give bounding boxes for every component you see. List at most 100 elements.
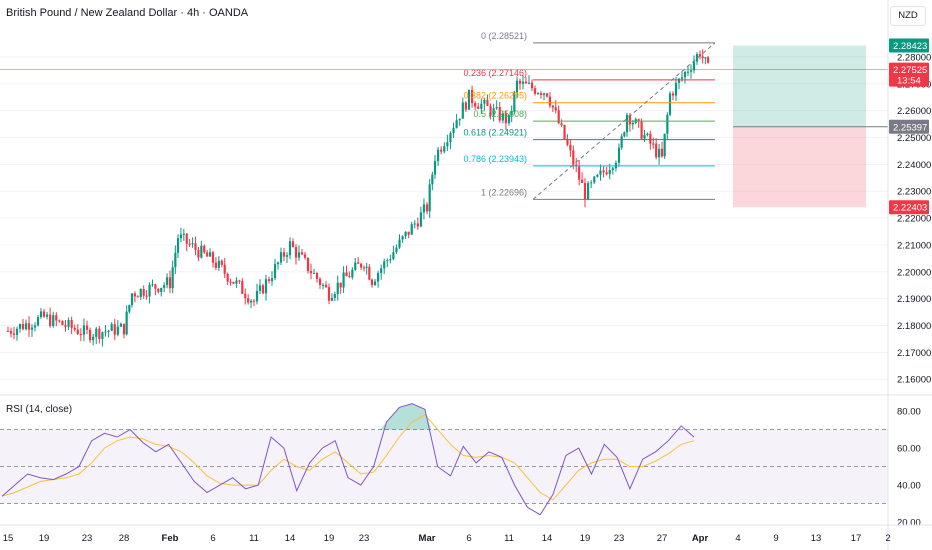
candle: [357, 257, 360, 264]
candle: [383, 258, 386, 274]
candle-body: [98, 328, 101, 340]
candle: [85, 320, 89, 335]
time-tick-label: 23: [614, 533, 625, 544]
candle: [24, 319, 28, 331]
candle: [596, 173, 599, 178]
candle: [92, 333, 95, 346]
time-tick-label: 27: [657, 533, 668, 544]
candle-body: [125, 311, 128, 335]
candle-body: [551, 105, 554, 108]
candle: [145, 290, 148, 300]
candle: [214, 257, 218, 271]
rsi-indicator-label[interactable]: RSI (14, close): [6, 404, 73, 415]
candle-body: [354, 262, 357, 270]
chart-title: British Pound / New Zealand Dollar · 4h …: [6, 7, 249, 19]
candle-body: [580, 179, 584, 183]
candle: [203, 244, 206, 254]
rsi-overbought-fill: [380, 403, 432, 430]
candle-body: [61, 320, 64, 326]
candle-body: [223, 264, 226, 274]
candle-body: [136, 296, 139, 298]
price-tick-label: 2.24000: [897, 160, 931, 171]
candle: [52, 311, 55, 328]
candle: [683, 70, 687, 84]
candle-body: [64, 325, 67, 327]
candle-body: [285, 255, 289, 257]
candle: [666, 112, 669, 141]
candle: [160, 287, 163, 297]
candle: [649, 130, 652, 150]
candle: [518, 78, 522, 90]
candle: [524, 77, 528, 84]
candle-body: [692, 61, 696, 71]
candle: [362, 265, 366, 272]
fib-label: 0.618 (2.24921): [463, 128, 527, 138]
candle: [492, 103, 495, 122]
candle-body: [179, 234, 183, 239]
candle-body: [602, 170, 605, 173]
fib-label: 0.382 (2.26295): [463, 91, 527, 101]
candle-body: [677, 78, 681, 83]
candle: [515, 76, 519, 99]
candle-body: [182, 233, 185, 235]
price-tick-label: 2.25000: [897, 133, 931, 144]
candle-body: [357, 262, 360, 264]
candle-body: [171, 267, 174, 289]
currency-button[interactable]: NZD: [890, 6, 926, 26]
candle: [182, 228, 185, 241]
candle: [554, 100, 557, 114]
candle: [185, 233, 188, 252]
candle-body: [498, 107, 501, 121]
candle: [27, 316, 31, 337]
rsi-pane: 80.00 60.00 40.00 20.00: [0, 403, 921, 529]
candle-body: [660, 148, 664, 157]
candle: [174, 245, 177, 274]
candle-body: [599, 170, 602, 175]
candle-body: [628, 114, 632, 125]
candle-body: [695, 54, 699, 62]
candle-body: [297, 252, 301, 258]
time-tick-label: Feb: [162, 533, 179, 544]
candle: [130, 292, 134, 308]
candle: [241, 278, 244, 295]
candle: [200, 240, 203, 259]
candle-body: [33, 325, 37, 328]
candle-body: [217, 260, 220, 268]
price-tick-label: 2.22000: [897, 214, 931, 225]
candle-body: [542, 93, 546, 96]
candle-body: [643, 134, 646, 139]
candle-body: [208, 252, 212, 257]
candle-body: [348, 276, 351, 278]
time-tick-label: 4: [735, 533, 740, 544]
candle: [21, 319, 25, 331]
candle: [625, 112, 629, 137]
candle: [168, 270, 172, 294]
candle: [530, 79, 534, 92]
candle-body: [139, 288, 142, 297]
candle: [583, 178, 587, 208]
candle-body: [58, 320, 61, 322]
candle: [294, 244, 298, 265]
time-tick-label: 23: [82, 533, 93, 544]
candle-body: [145, 295, 148, 297]
candle-body: [495, 107, 498, 109]
candle: [608, 163, 611, 180]
candle-body: [214, 262, 218, 268]
candle: [416, 217, 419, 230]
candle: [611, 166, 614, 175]
candle-body: [18, 324, 22, 329]
time-tick-label: 2: [885, 533, 890, 544]
candle: [452, 122, 455, 138]
candle: [67, 317, 70, 331]
candle-body: [590, 182, 593, 184]
candle: [264, 274, 268, 301]
candle: [45, 311, 49, 320]
candle-body: [197, 249, 200, 258]
candle: [467, 89, 471, 110]
candle-body: [480, 103, 483, 109]
candle-body: [566, 139, 569, 145]
candle: [297, 245, 301, 262]
time-tick-label: 13: [811, 533, 822, 544]
candle: [30, 324, 34, 337]
